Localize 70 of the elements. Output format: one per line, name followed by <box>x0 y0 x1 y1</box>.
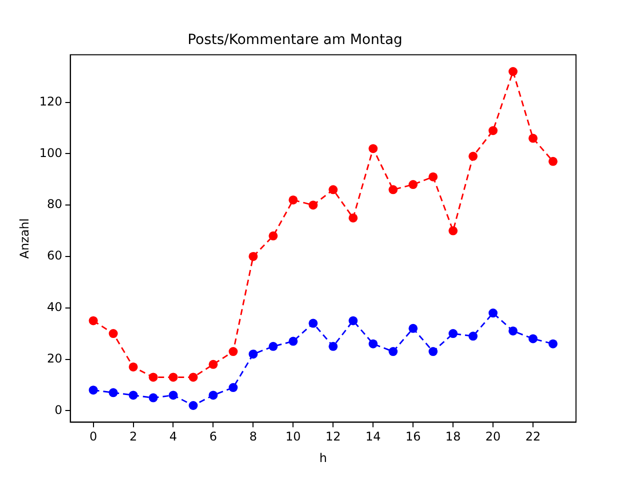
x-tick-label: 10 <box>286 430 301 444</box>
point <box>528 134 538 143</box>
point <box>148 372 158 382</box>
point <box>108 329 118 338</box>
point <box>328 185 338 194</box>
point <box>348 213 358 222</box>
y-axis-title: Anzahl <box>17 218 32 259</box>
point <box>88 386 98 395</box>
point <box>548 339 558 348</box>
point <box>148 393 158 402</box>
point <box>228 383 238 392</box>
point <box>208 390 218 400</box>
x-tick-label: 20 <box>485 430 501 444</box>
x-axis-title: h <box>319 450 327 465</box>
chart-title: Posts/Kommentare am Montag <box>188 32 402 48</box>
x-tick-label: 4 <box>169 430 178 444</box>
point <box>348 316 358 326</box>
point <box>308 318 318 328</box>
point <box>248 350 258 359</box>
y-tick-label: 120 <box>39 94 62 108</box>
point <box>468 152 478 161</box>
point <box>268 231 278 240</box>
point <box>468 332 478 341</box>
y-tick-label: 100 <box>39 146 62 160</box>
x-tick-label: 8 <box>249 430 258 444</box>
x-tick-label: 14 <box>365 430 381 444</box>
point <box>428 347 438 356</box>
point <box>128 390 138 400</box>
point <box>428 172 438 182</box>
point <box>188 372 198 382</box>
point <box>288 195 298 204</box>
point <box>88 316 98 326</box>
point <box>168 372 178 382</box>
y-tick-label: 40 <box>47 300 62 314</box>
point <box>408 180 418 190</box>
y-tick-label: 0 <box>54 402 62 417</box>
point <box>488 126 498 136</box>
point <box>168 390 178 400</box>
point <box>228 347 238 356</box>
point <box>108 388 118 398</box>
x-tick-label: 16 <box>405 430 421 444</box>
y-tick-label: 60 <box>47 248 62 263</box>
point <box>128 362 138 372</box>
x-tick-label: 18 <box>445 430 461 444</box>
x-tick-label: 0 <box>89 430 98 444</box>
point <box>368 339 378 348</box>
y-tick-label: 80 <box>47 197 62 212</box>
point <box>288 336 298 346</box>
point <box>368 144 378 154</box>
point <box>448 329 458 338</box>
point <box>408 324 418 333</box>
point <box>308 200 318 210</box>
point <box>508 326 518 336</box>
point <box>488 308 498 318</box>
x-tick-label: 6 <box>209 430 218 444</box>
point <box>388 347 398 356</box>
point <box>208 360 218 369</box>
x-tick-label: 12 <box>326 430 341 444</box>
point <box>528 334 538 344</box>
point <box>508 67 518 76</box>
point <box>328 342 338 351</box>
y-tick-label: 20 <box>47 351 62 366</box>
point <box>268 342 278 351</box>
point <box>448 226 458 236</box>
point <box>388 185 398 194</box>
point <box>248 252 258 261</box>
x-tick-label: 2 <box>129 430 138 444</box>
point <box>188 401 198 410</box>
point <box>548 156 558 166</box>
x-tick-label: 22 <box>525 430 541 444</box>
